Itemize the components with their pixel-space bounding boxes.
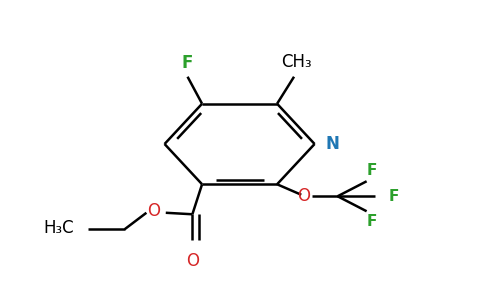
Text: N: N <box>325 135 339 153</box>
Text: F: F <box>366 214 377 229</box>
Text: CH₃: CH₃ <box>281 53 312 71</box>
Text: O: O <box>186 252 199 270</box>
Text: F: F <box>389 189 399 204</box>
Text: O: O <box>297 187 310 205</box>
Text: F: F <box>366 163 377 178</box>
Text: O: O <box>147 202 160 220</box>
Text: F: F <box>182 54 193 72</box>
Text: H₃C: H₃C <box>43 219 74 237</box>
